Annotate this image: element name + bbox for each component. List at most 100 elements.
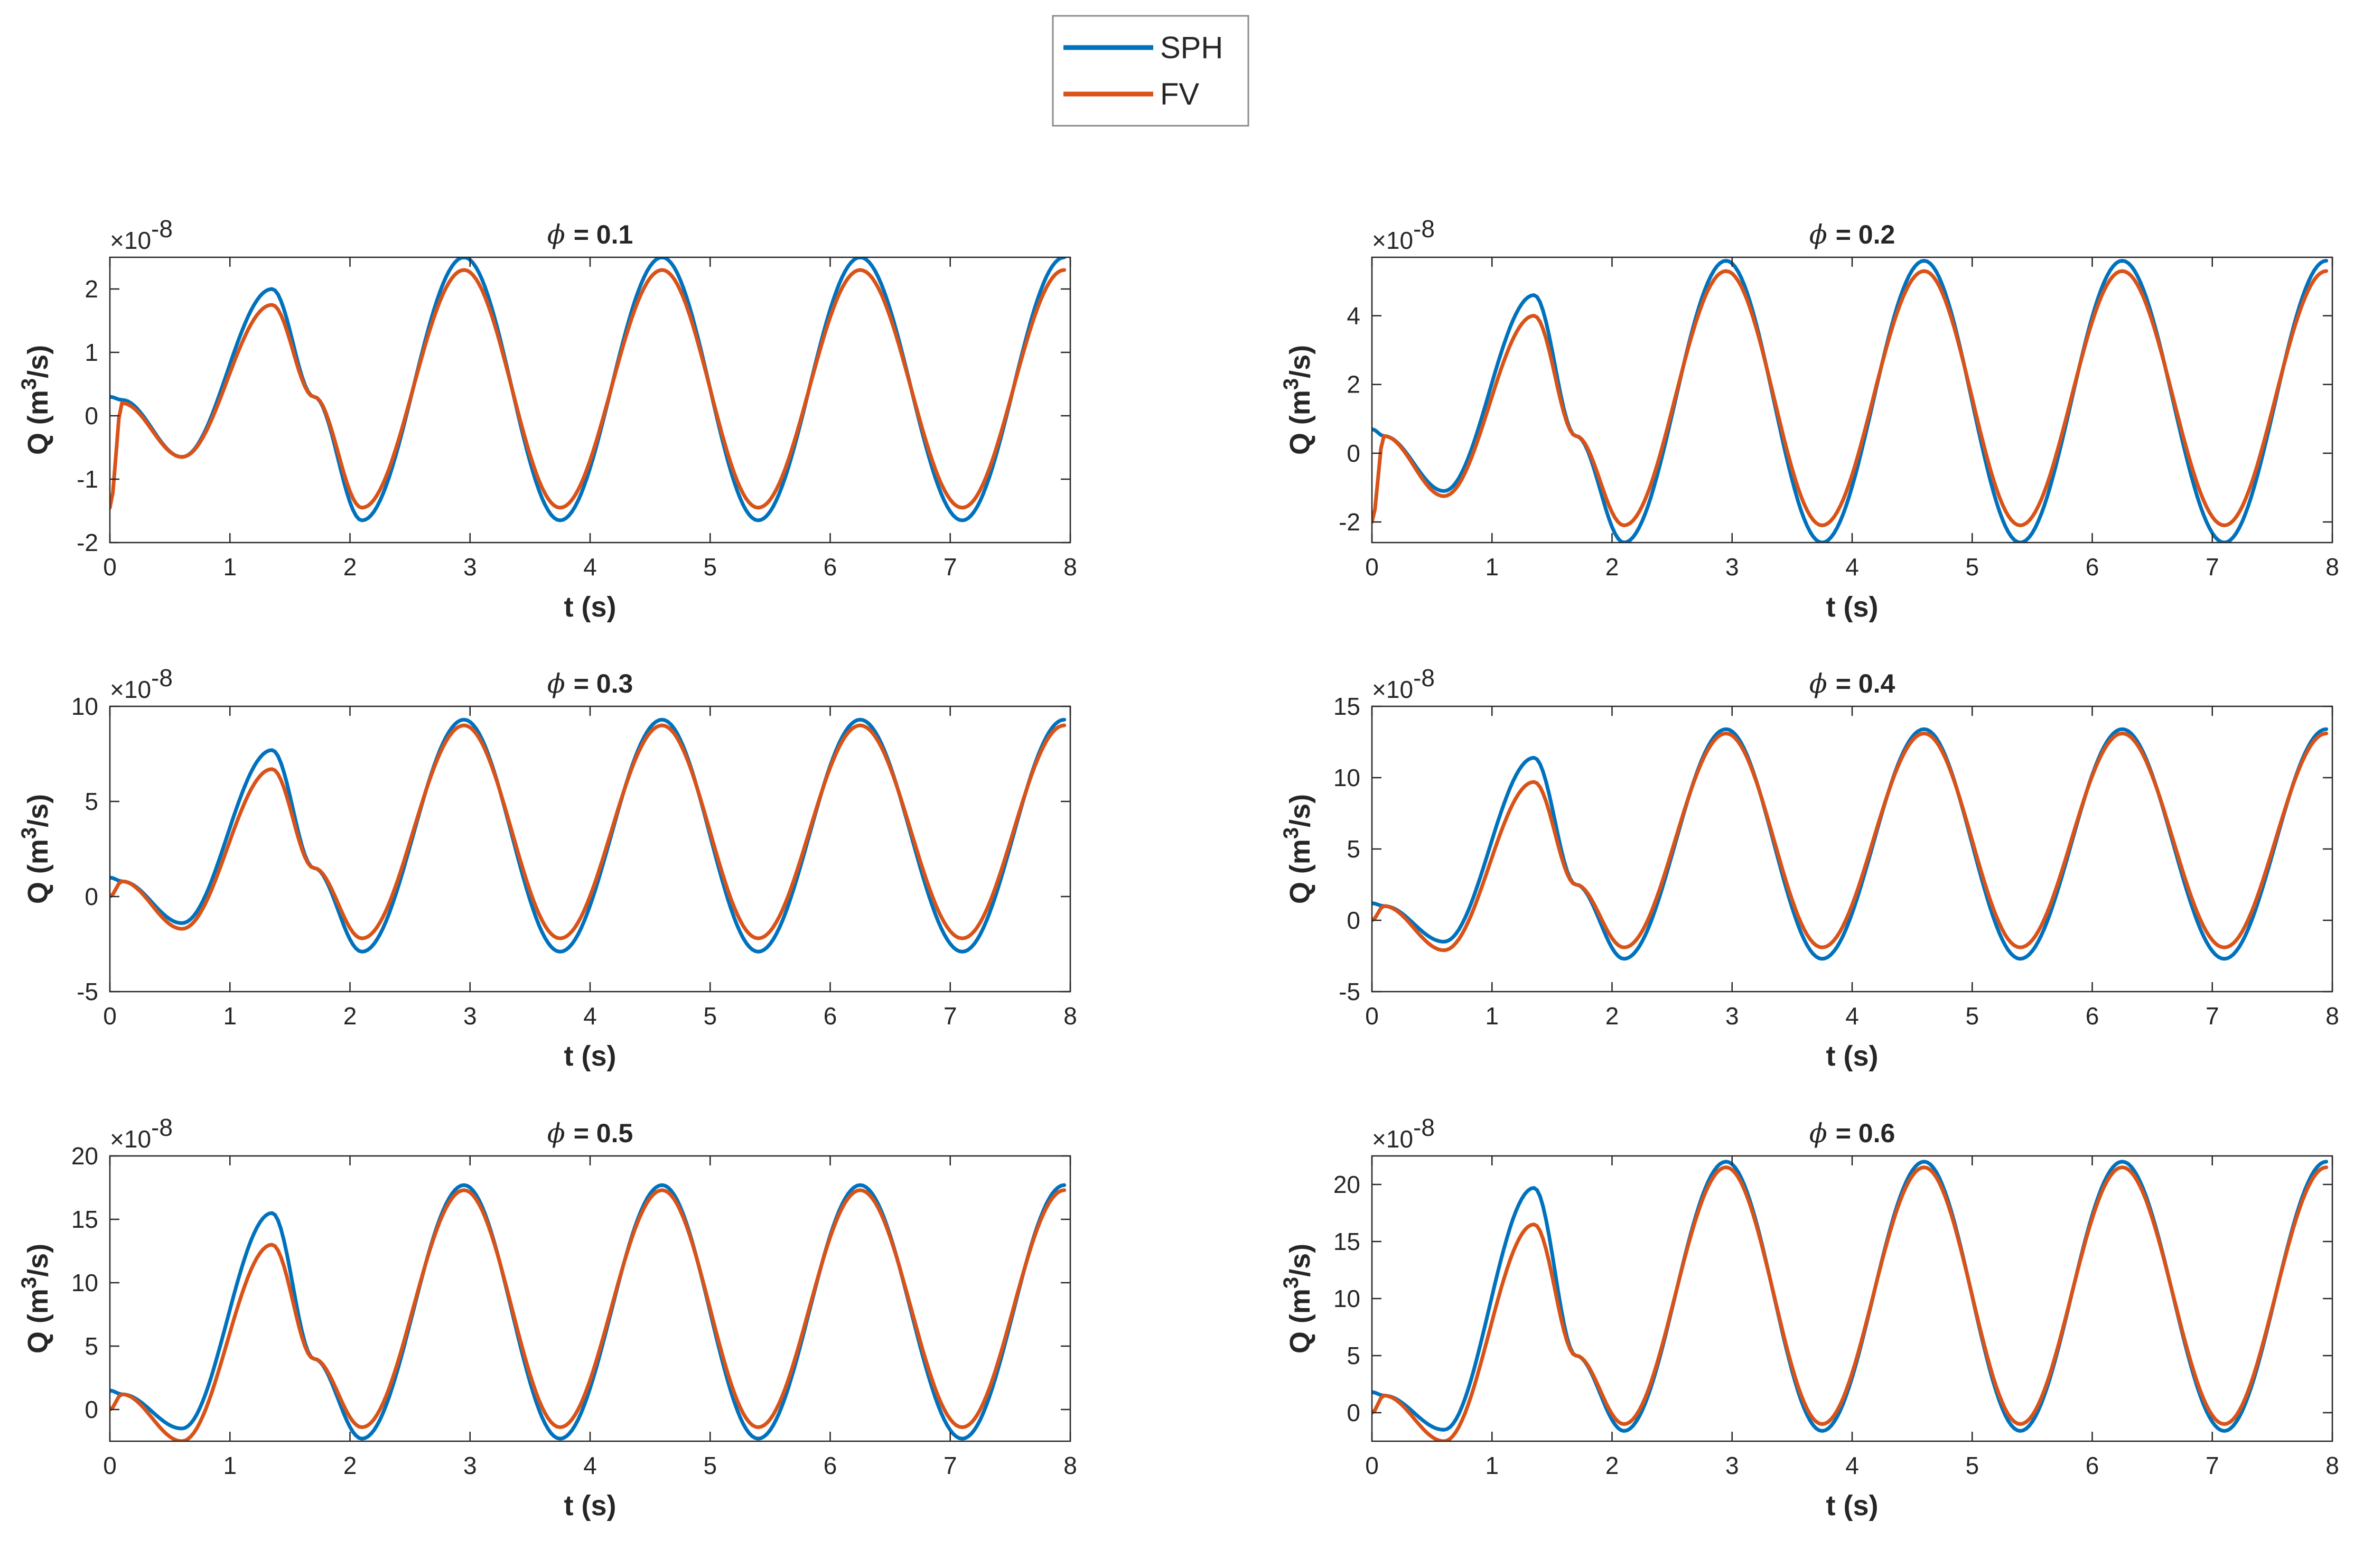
- panel-title-symbol: ϕ: [547, 668, 574, 699]
- panel-title-value: = 0.4: [1836, 669, 1895, 698]
- x-tick-label: 2: [1605, 1002, 1619, 1030]
- series-line-fv: [1372, 731, 2329, 953]
- x-tick-label: 4: [583, 553, 597, 581]
- x-tick-label: 2: [1605, 1452, 1619, 1479]
- plot-area: [1372, 706, 2332, 992]
- series-line-fv: [110, 268, 1067, 510]
- y-tick-label: 5: [85, 1332, 98, 1360]
- x-tick-label: 4: [1845, 553, 1859, 581]
- x-tick-label: 5: [703, 553, 717, 581]
- legend-label-sph: SPH: [1160, 31, 1223, 65]
- x-tick-label: 6: [824, 1002, 837, 1030]
- y-tick-label: 0: [85, 883, 98, 910]
- y-tick-label: -5: [1339, 978, 1360, 1005]
- y-label-superscript: 3: [1279, 1277, 1303, 1289]
- panel-title: ϕ = 0.1: [547, 219, 633, 250]
- y-tick-label: 15: [71, 1206, 98, 1233]
- x-tick-label: 5: [703, 1002, 717, 1030]
- exponent-power: -8: [151, 1114, 173, 1141]
- series-group: [1372, 727, 2329, 961]
- y-label-part: Q (m: [22, 390, 54, 455]
- panel-title-symbol: ϕ: [1809, 1118, 1836, 1149]
- exponent-power: -8: [1413, 664, 1435, 692]
- x-tick-label: 5: [1965, 1002, 1979, 1030]
- axis-exponent-label: ×10-8: [110, 1114, 173, 1153]
- x-axis-label: t (s): [1826, 1490, 1879, 1522]
- series-group: [1372, 1160, 2329, 1441]
- x-tick-label: 8: [2325, 553, 2339, 581]
- y-label-part: /s): [1284, 1244, 1316, 1277]
- exponent-base: ×10: [1372, 676, 1413, 703]
- y-label-part: Q (m: [22, 1289, 54, 1354]
- y-label-part: /s): [1284, 794, 1316, 827]
- y-label-part: Q (m: [22, 839, 54, 904]
- panel-title: ϕ = 0.4: [1809, 668, 1895, 699]
- axis-exponent-label: ×10-8: [1372, 664, 1435, 703]
- panel-title-value: = 0.6: [1836, 1118, 1895, 1148]
- x-tick-label: 7: [2206, 1002, 2219, 1030]
- x-tick-label: 1: [1485, 1002, 1499, 1030]
- y-tick-label: 4: [1347, 302, 1360, 330]
- y-tick-label: -5: [77, 978, 98, 1005]
- y-tick-label: 10: [71, 693, 98, 720]
- x-tick-label: 4: [583, 1452, 597, 1479]
- axis-exponent-label: ×10-8: [110, 215, 173, 254]
- y-tick-label: 10: [1333, 764, 1360, 791]
- panel-title: ϕ = 0.2: [1809, 219, 1895, 250]
- x-tick-label: 6: [824, 553, 837, 581]
- x-tick-label: 0: [1365, 1452, 1379, 1479]
- panel-title-value: = 0.3: [574, 669, 633, 698]
- panel-title-value: = 0.5: [574, 1118, 633, 1148]
- x-tick-label: 2: [1605, 553, 1619, 581]
- x-tick-label: 3: [463, 1452, 477, 1479]
- y-label-part: /s): [1284, 345, 1316, 378]
- x-tick-label: 1: [223, 1002, 237, 1030]
- x-axis-label: t (s): [1826, 591, 1879, 623]
- x-tick-label: 3: [1725, 1452, 1739, 1479]
- x-tick-label: 5: [1965, 1452, 1979, 1479]
- y-label-superscript: 3: [1279, 827, 1303, 839]
- x-tick-label: 0: [103, 1002, 117, 1030]
- x-tick-label: 3: [1725, 1002, 1739, 1030]
- y-tick-label: 10: [1333, 1285, 1360, 1312]
- x-tick-label: 1: [1485, 1452, 1499, 1479]
- panel-title-symbol: ϕ: [547, 219, 574, 250]
- series-group: [110, 1183, 1067, 1441]
- y-label-part: /s): [22, 794, 54, 827]
- x-tick-label: 7: [944, 1002, 957, 1030]
- x-tick-label: 1: [223, 1452, 237, 1479]
- x-tick-label: 1: [1485, 553, 1499, 581]
- y-label-part: Q (m: [1284, 839, 1316, 904]
- panel-title-symbol: ϕ: [1809, 668, 1836, 699]
- y-axis-label: Q (m3/s): [17, 1244, 54, 1354]
- y-tick-label: 20: [1333, 1171, 1360, 1198]
- exponent-base: ×10: [110, 227, 151, 254]
- y-tick-label: 0: [85, 402, 98, 430]
- panel-title-value: = 0.1: [574, 220, 633, 249]
- axis-exponent-label: ×10-8: [1372, 215, 1435, 254]
- exponent-base: ×10: [110, 676, 151, 703]
- exponent-base: ×10: [110, 1125, 151, 1153]
- y-label-superscript: 3: [17, 827, 41, 839]
- series-group: [1372, 259, 2329, 543]
- x-tick-label: 6: [824, 1452, 837, 1479]
- panel-title: ϕ = 0.5: [547, 1118, 633, 1149]
- y-tick-label: 15: [1333, 693, 1360, 720]
- x-tick-label: 0: [103, 1452, 117, 1479]
- x-tick-label: 0: [1365, 1002, 1379, 1030]
- y-label-part: Q (m: [1284, 390, 1316, 455]
- x-tick-label: 4: [1845, 1002, 1859, 1030]
- x-tick-label: 4: [583, 1002, 597, 1030]
- x-tick-label: 6: [2086, 553, 2099, 581]
- x-tick-label: 3: [463, 1002, 477, 1030]
- y-label-part: Q (m: [1284, 1289, 1316, 1354]
- x-tick-label: 2: [343, 553, 357, 581]
- series-line-fv: [110, 723, 1067, 940]
- y-tick-label: 0: [85, 1396, 98, 1423]
- y-tick-label: 20: [71, 1142, 98, 1170]
